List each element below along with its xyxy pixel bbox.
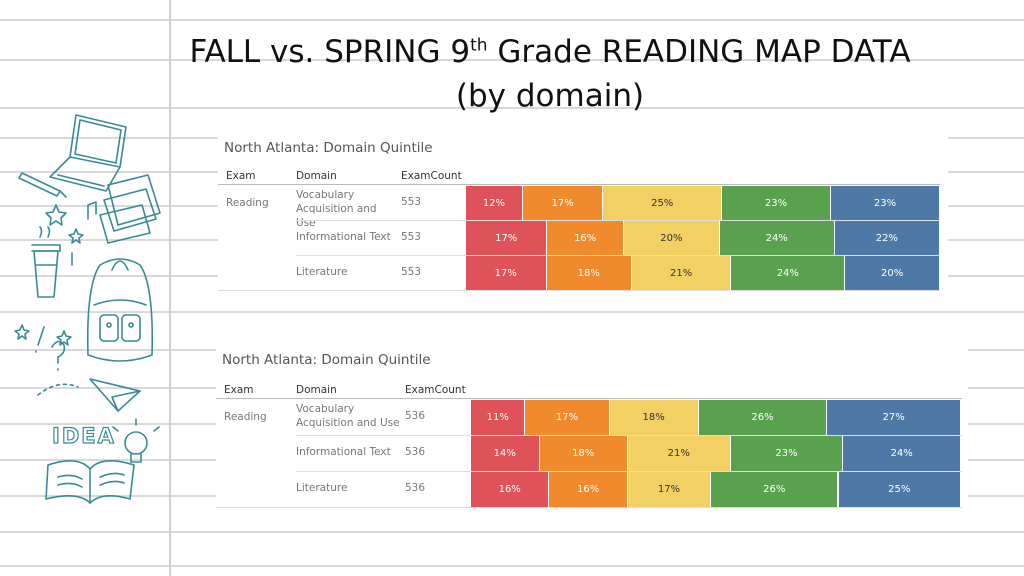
col-header-exam: Exam (224, 384, 254, 396)
bar-segment-q4: 23% (730, 436, 844, 471)
bar-segment-q1: 16% (471, 472, 550, 507)
bar-segment-q5: 27% (827, 400, 961, 435)
bar-segment-q1: 14% (471, 436, 540, 471)
bar-segment-q3: 21% (627, 436, 731, 471)
col-header-domain: Domain (296, 384, 337, 396)
bar-segment-q5: 24% (843, 436, 961, 471)
panel-title: North Atlanta: Domain Quintile (222, 352, 431, 368)
row-divider (296, 220, 940, 221)
domain-label: Vocabulary Acquisition and Use (296, 403, 400, 429)
bar-segment-q4: 23% (721, 186, 831, 220)
exam-count: 553 (401, 266, 422, 278)
col-header-domain: Domain (296, 170, 337, 182)
bar-segment-q5: 23% (830, 186, 940, 220)
domain-label: Vocabulary Acquisition and Use (296, 189, 377, 229)
title-line-2: (by domain) (455, 78, 645, 114)
exam-count: 553 (401, 231, 422, 243)
domain-label: Literature (296, 266, 348, 278)
bar-segment-q4: 26% (711, 472, 839, 507)
slide-title: FALL vs. SPRING 9th Grade READING MAP DA… (150, 30, 950, 118)
pen-icon (18, 172, 67, 198)
bar-segment-q2: 16% (547, 221, 624, 255)
row-divider (296, 471, 962, 472)
header-divider (216, 398, 962, 399)
bar-segment-q2: 16% (549, 472, 628, 507)
exam-count: 536 (405, 446, 426, 458)
exam-cell: Reading (226, 197, 269, 209)
col-header-exam: Exam (226, 170, 256, 182)
stacked-bar: 16% 16% 17% 26% 25% (471, 472, 961, 507)
title-line-1: FALL vs. SPRING 9th Grade READING MAP DA… (189, 34, 911, 70)
bar-segment-q1: 12% (466, 186, 523, 220)
bar-segment-q2: 17% (522, 186, 604, 220)
star-icon (14, 324, 30, 340)
school-doodles-illustration: IDEA (14, 114, 161, 504)
bar-segment-q3: 18% (609, 400, 699, 435)
stacked-bar: 12% 17% 25% 23% 23% (466, 186, 940, 220)
col-header-examcount: ExamCount (401, 170, 462, 182)
star-icon (45, 204, 67, 226)
bar-segment-q3: 21% (631, 256, 732, 290)
exam-count: 536 (405, 410, 426, 422)
laptop-icon (49, 114, 127, 192)
stacked-bar: 17% 16% 20% 24% 22% (466, 221, 940, 255)
question-mark-icon (51, 340, 66, 371)
idea-doodle-text: IDEA (52, 424, 116, 448)
row-divider (218, 290, 940, 291)
exam-count: 536 (405, 482, 426, 494)
exam-count: 553 (401, 196, 422, 208)
fall-domain-quintile-panel: North Atlanta: Domain Quintile Exam Doma… (218, 132, 948, 296)
stacked-bar: 11% 17% 18% 26% 27% (471, 400, 961, 435)
exam-cell: Reading (224, 411, 267, 423)
bar-segment-q1: 11% (471, 400, 526, 435)
bar-segment-q5: 20% (845, 256, 940, 290)
spring-domain-quintile-panel: North Atlanta: Domain Quintile Exam Doma… (216, 344, 968, 512)
bar-segment-q2: 17% (525, 400, 610, 435)
domain-label: Informational Text (296, 231, 391, 243)
bar-segment-q2: 18% (546, 256, 632, 290)
stacked-bar: 14% 18% 21% 23% 24% (471, 436, 961, 471)
paper-plane-icon (37, 378, 141, 412)
domain-label: Informational Text (296, 446, 391, 458)
row-divider (216, 507, 962, 508)
bar-segment-q4: 26% (698, 400, 828, 435)
bar-segment-q3: 17% (627, 472, 712, 507)
bar-segment-q1: 17% (466, 256, 547, 290)
books-icon (99, 174, 161, 244)
bar-segment-q2: 18% (539, 436, 628, 471)
star-icon (56, 330, 72, 346)
exclamation-icon (35, 326, 45, 353)
bar-segment-q5: 22% (834, 221, 940, 255)
header-divider (218, 184, 940, 185)
row-divider (296, 255, 940, 256)
panel-title: North Atlanta: Domain Quintile (224, 140, 433, 156)
bar-segment-q4: 24% (731, 256, 846, 290)
backpack-icon (86, 258, 154, 362)
coffee-cup-icon (31, 226, 61, 298)
bar-segment-q3: 25% (603, 186, 722, 220)
bar-segment-q4: 24% (719, 221, 835, 255)
col-header-examcount: ExamCount (405, 384, 466, 396)
lightbulb-icon (112, 418, 160, 463)
open-book-icon (45, 460, 135, 504)
music-note-icon (87, 201, 97, 220)
stacked-bar: 17% 18% 21% 24% 20% (466, 256, 940, 290)
star-icon (68, 228, 84, 244)
bar-segment-q3: 20% (624, 221, 720, 255)
domain-label: Literature (296, 482, 348, 494)
bar-segment-q1: 17% (466, 221, 548, 255)
bar-segment-q5: 25% (838, 472, 961, 507)
row-divider (296, 435, 962, 436)
